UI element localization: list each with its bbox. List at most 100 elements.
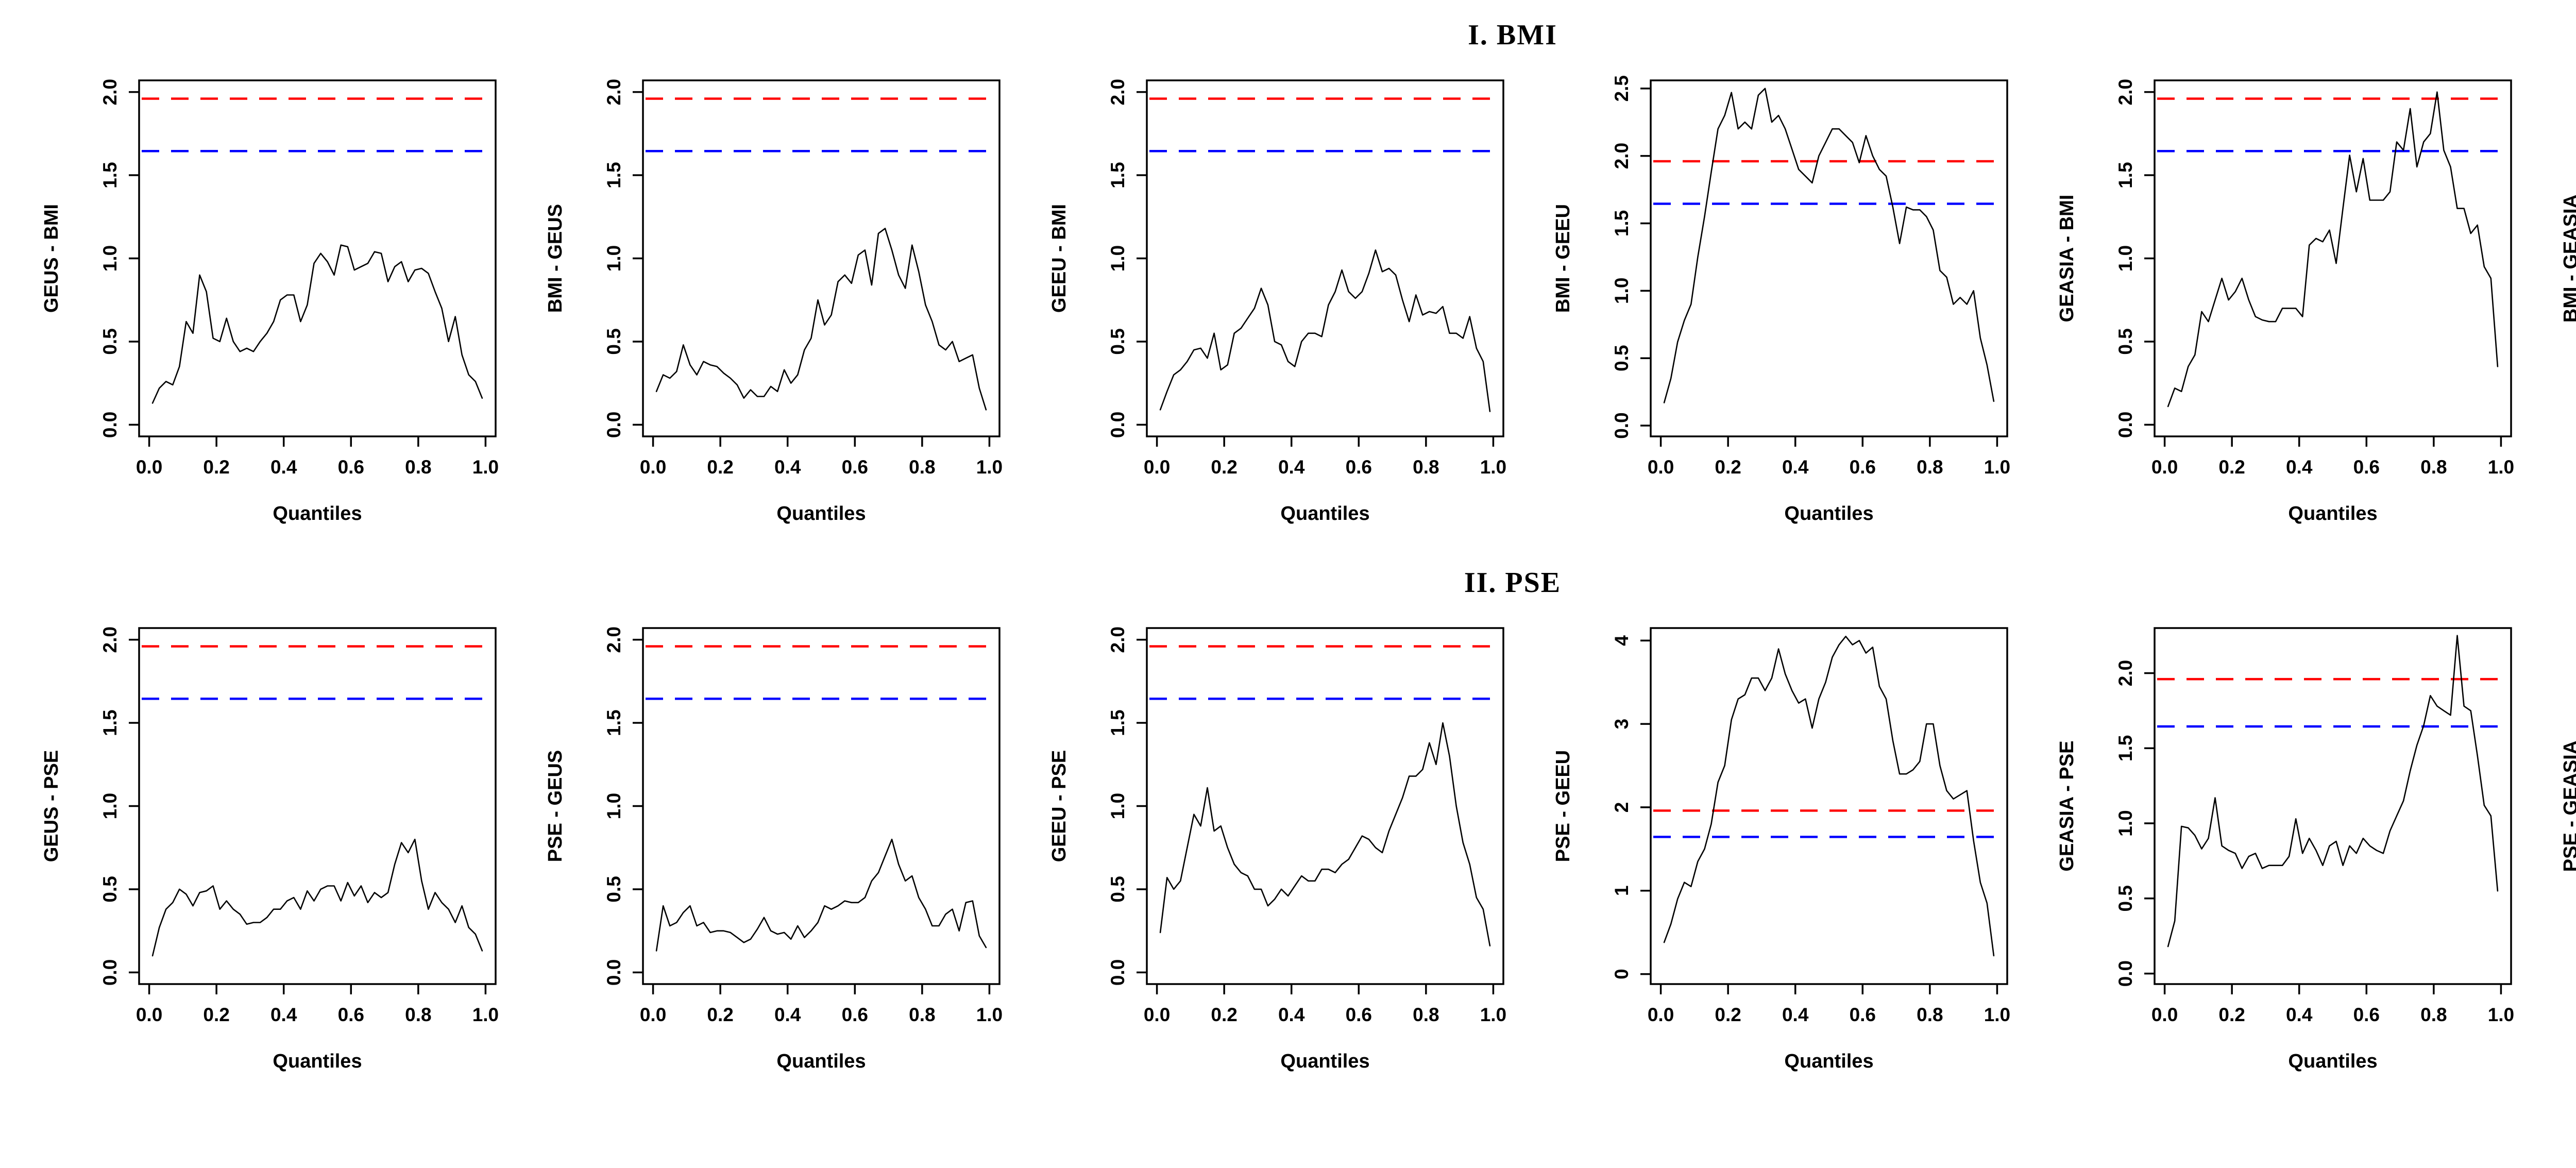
y-tick-label: 1.0 [603,793,624,819]
y-tick-label: 1.5 [603,709,624,736]
y-tick-label: 2 [1611,802,1632,813]
y-tick-label: 0.5 [1611,345,1632,371]
y-tick-label: 0.0 [2115,412,2136,438]
plot-box [642,627,1001,985]
y-tick-label: 0.0 [1107,959,1128,986]
x-tick-label: 1.0 [1984,1004,2010,1025]
y-tick-label: 0.5 [603,876,624,902]
x-tick-label: 0.0 [1648,456,1674,478]
x-tick-label: 0.6 [2353,456,2380,478]
x-tick-label: 0.4 [1278,456,1305,478]
x-tick-label: 0.2 [707,1004,733,1025]
y-tick-label: 2.5 [1611,75,1632,101]
quantile-curve [655,838,987,952]
x-tick-label: 0.4 [1782,456,1809,478]
plot-box [1650,79,2008,437]
quantile-plot: 0.0 0.5 1.0 1.5 2.0 0.0 0.2 0.4 0.6 0.8 1.0 GEEU - … [1048,79,1506,524]
quantile-plot: 0.0 0.5 1.0 1.5 2.0 0.0 0.2 0.4 0.6 0.8 1.0 GEASIA … [2056,79,2514,524]
x-tick-label: 1.0 [976,456,1003,478]
subplot-geus-pse: 0.0 0.5 1.0 1.5 2.0 0.0 0.2 0.4 0.6 0.8 1.0 GEUS - … [0,612,504,1083]
x-tick-label: 0.0 [640,456,666,478]
y-tick-label: 0.5 [99,328,121,354]
x-tick-label: 0.4 [774,1004,801,1025]
y-tick-label: 1.5 [1611,210,1632,236]
y-tick-label: 2.0 [99,627,121,653]
x-axis-label: Quantiles [1280,503,1369,524]
section-bmi: I. BMI 0.0 0.5 1.0 1.5 2.0 0.0 0.2 0.4 0.6 0.8 1.0… [0,19,2576,535]
y-tick-label: 2.0 [603,627,624,653]
y-axis-label: PSE - GEEU [1552,750,1574,862]
quantile-plot: 0.0 0.5 1.0 1.5 2.0 0.0 0.2 0.4 0.6 0.8 1.0 PSE - G… [545,627,1003,1072]
y-tick-label: 2.0 [99,79,121,105]
y-tick-label: 2.0 [1107,627,1128,653]
x-tick-label: 0.6 [1346,456,1372,478]
x-axis-label: Quantiles [776,503,866,524]
x-tick-label: 0.2 [2218,456,2245,478]
plot-box [2154,627,2512,985]
subplot-bmi-geus: 0.0 0.5 1.0 1.5 2.0 0.0 0.2 0.4 0.6 0.8 1.0 BMI - G… [504,64,1008,535]
quantile-curve [2167,91,2499,408]
plot-box [1650,627,2008,985]
x-axis-label: Quantiles [776,1051,866,1072]
y-tick-label: 0.5 [2115,328,2136,354]
y-tick-label: 1.5 [603,162,624,188]
bmi-panel-row: 0.0 0.5 1.0 1.5 2.0 0.0 0.2 0.4 0.6 0.8 1.0 GEUS - … [0,64,2576,535]
x-tick-label: 0.0 [1144,456,1170,478]
x-axis-label: Quantiles [2288,503,2377,524]
subplot-bmi-geeu: 0.0 0.5 1.0 1.5 2.0 2.5 0.0 0.2 0.4 0.6 0.8 1.0 BMI … [1512,64,2015,535]
y-axis-label: GEUS - PSE [41,750,62,862]
plot-box [1146,79,1504,437]
x-tick-label: 0.8 [1917,1004,1943,1025]
x-tick-label: 1.0 [472,1004,499,1025]
x-tick-label: 1.0 [1984,456,2010,478]
x-tick-label: 0.6 [1346,1004,1372,1025]
y-tick-label: 0.0 [1107,412,1128,438]
quantile-plot: 0.0 0.5 1.0 1.5 2.0 0.0 0.2 0.4 0.6 0.8 1.0 GEUS - … [41,627,499,1072]
quantile-curve [151,838,483,957]
x-tick-label: 1.0 [1480,456,1506,478]
y-tick-label: 2.0 [2115,660,2136,686]
y-axis-label: BMI - GEEU [1552,204,1574,313]
x-tick-label: 0.0 [136,1004,162,1025]
y-axis-label: GEASIA - PSE [2056,740,2078,871]
x-tick-label: 0.8 [1917,456,1943,478]
x-tick-label: 0.6 [2353,1004,2380,1025]
x-tick-label: 1.0 [1480,1004,1506,1025]
quantile-curve [1663,635,1995,957]
y-tick-label: 0.5 [99,876,121,902]
x-tick-label: 0.0 [2151,1004,2178,1025]
subplot-geeu-bmi: 0.0 0.5 1.0 1.5 2.0 0.0 0.2 0.4 0.6 0.8 1.0 GEEU - … [1008,64,1512,535]
x-tick-label: 0.0 [640,1004,666,1025]
plot-box [1146,627,1504,985]
plot-box [138,627,497,985]
y-axis-label: GEEU - BMI [1048,204,1070,313]
x-tick-label: 0.4 [1782,1004,1809,1025]
x-tick-label: 0.6 [842,456,868,478]
y-tick-label: 0.0 [603,959,624,986]
plot-box [2154,79,2512,437]
x-axis-label: Quantiles [1784,503,1873,524]
x-tick-label: 0.2 [203,1004,229,1025]
y-tick-label: 2.0 [1611,143,1632,169]
quantile-plot: 0 1 2 3 4 0.0 0.2 0.4 0.6 0.8 1.0 PSE - GEEU Quantil… [1552,627,2010,1072]
x-tick-label: 0.2 [707,456,733,478]
y-tick-label: 1.5 [1107,709,1128,736]
y-tick-label: 0.0 [1611,412,1632,438]
y-tick-label: 1.0 [603,245,624,272]
x-axis-label: Quantiles [2288,1051,2377,1072]
y-tick-label: 1.5 [2115,735,2136,761]
x-axis-label: Quantiles [273,1051,362,1072]
x-tick-label: 1.0 [2488,456,2514,478]
pse-panel-row: 0.0 0.5 1.0 1.5 2.0 0.0 0.2 0.4 0.6 0.8 1.0 GEUS - … [0,612,2576,1083]
y-tick-label: 1 [1611,885,1632,896]
x-tick-label: 0.2 [1211,1004,1237,1025]
x-tick-label: 0.4 [1278,1004,1305,1025]
subplot-geasia-bmi: 0.0 0.5 1.0 1.5 2.0 0.0 0.2 0.4 0.6 0.8 1.0 GEASIA … [2015,64,2519,535]
x-tick-label: 0.8 [405,456,431,478]
section-pse: II. PSE 0.0 0.5 1.0 1.5 2.0 0.0 0.2 0.4 0.6 0.8 1.… [0,566,2576,1083]
y-tick-label: 2.0 [603,79,624,105]
x-tick-label: 0.8 [1413,1004,1439,1025]
